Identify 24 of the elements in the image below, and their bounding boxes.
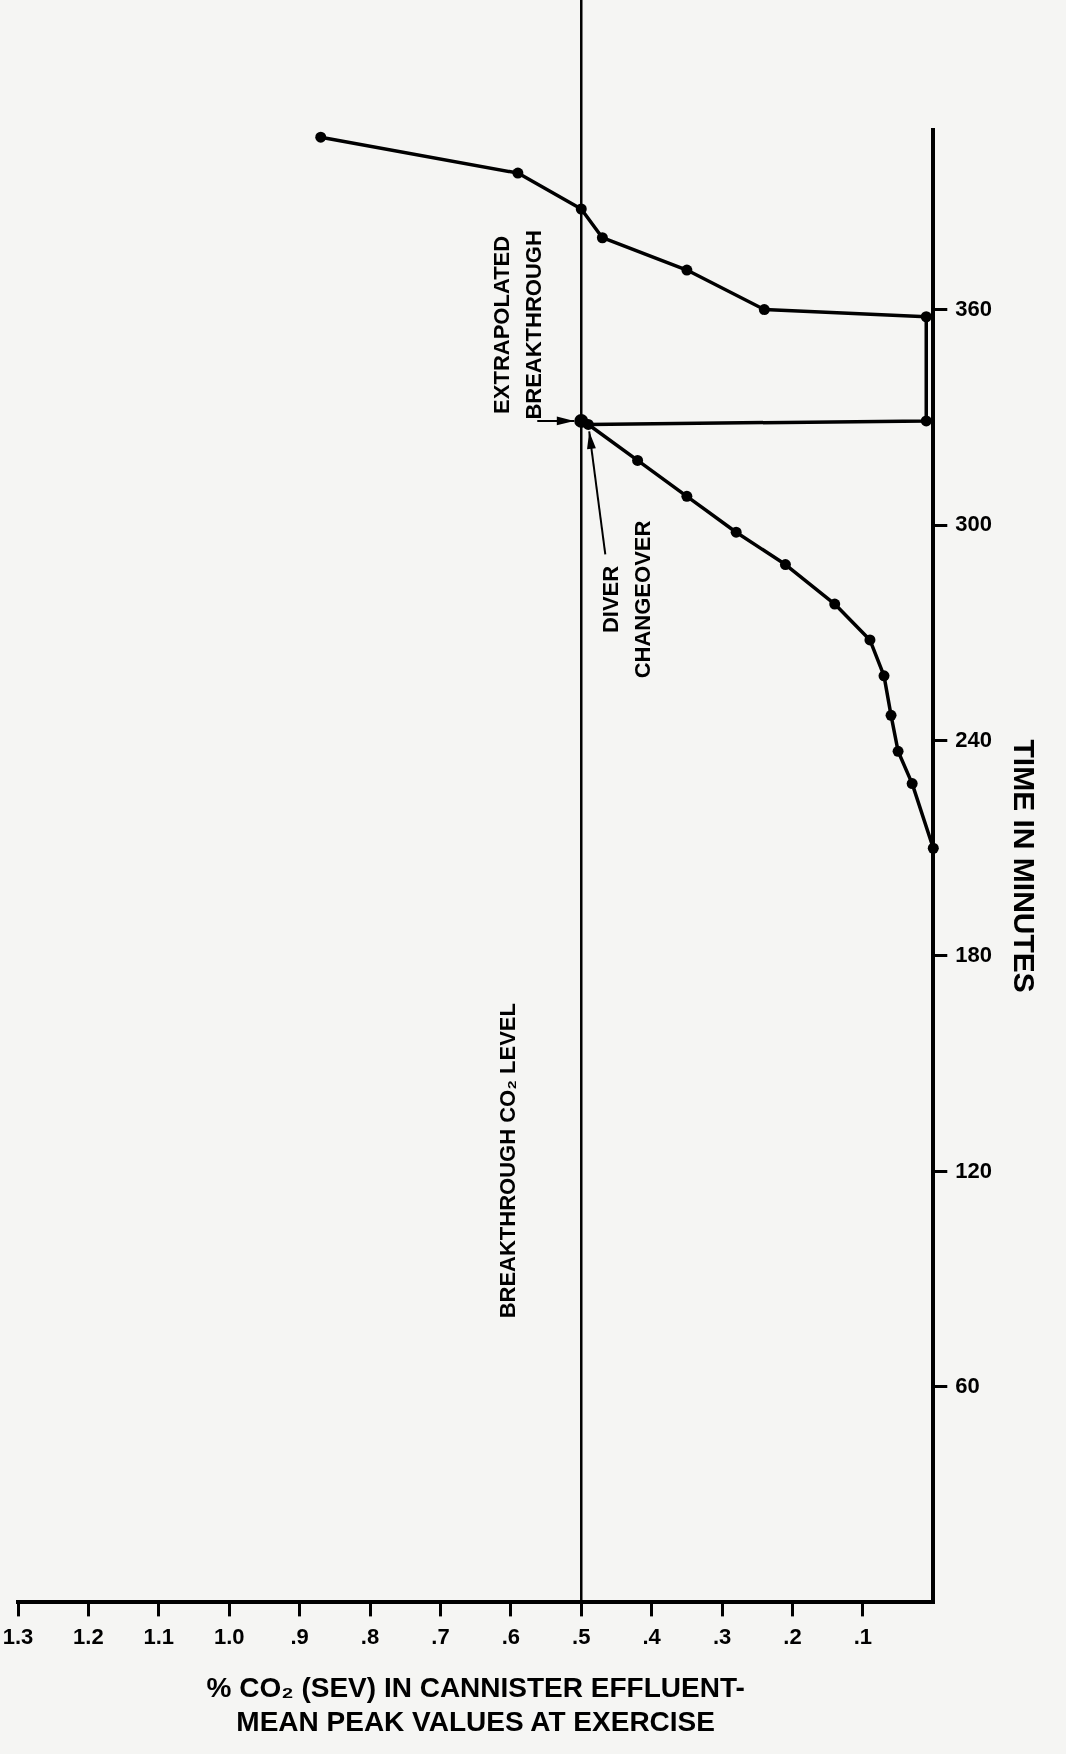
y-tick-label: 120 (955, 1157, 993, 1183)
x-tick-label: 1.0 (213, 1623, 245, 1649)
y-tick-label: 300 (955, 511, 993, 537)
x-tick-label: .5 (572, 1623, 591, 1649)
x-axis-title: % CO₂ (SEV) IN CANNISTER EFFLUENT- MEAN PEAK VALUES AT EXERCISE (206, 1672, 745, 1737)
y-tick-label: 240 (955, 726, 993, 752)
x-tick-label: .8 (360, 1623, 380, 1649)
x-tick-label: .1 (853, 1623, 873, 1649)
x-tick-label: 1.2 (73, 1623, 104, 1649)
ref-line-label: BREAKTHROUGH CO₂ LEVEL (495, 1003, 521, 1319)
x-tick-label: 1.3 (2, 1623, 34, 1649)
y-tick-label: 360 (955, 295, 993, 321)
y-tick-label: 180 (955, 942, 993, 968)
x-tick-label: .9 (290, 1623, 309, 1649)
y-tick-label: 60 (955, 1372, 980, 1398)
annotation: EXTRAPOLATED BREAKTHROUGH (489, 230, 547, 420)
x-tick-label: .2 (783, 1623, 802, 1649)
x-tick-label: 1.1 (143, 1623, 175, 1649)
x-tick-label: .6 (501, 1623, 521, 1649)
x-tick-label: .4 (642, 1623, 662, 1649)
x-tick-label: .7 (431, 1623, 450, 1649)
x-tick-label: .3 (712, 1623, 732, 1649)
annotation: DIVER CHANGEOVER (598, 520, 656, 679)
y-axis-title: TIME IN MINUTES (1007, 739, 1041, 993)
